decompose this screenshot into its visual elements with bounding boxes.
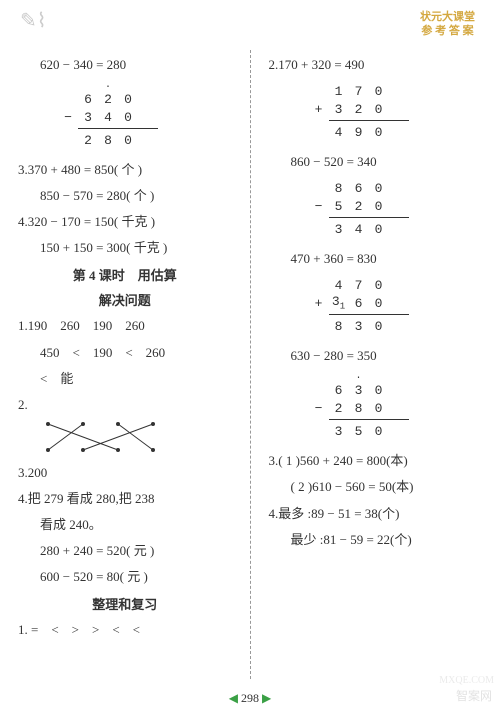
right-calc-1: 170 +320 490 xyxy=(309,82,483,141)
page-number: 298 xyxy=(241,691,259,705)
left-q4b: 150 + 150 = 300( 千克 ) xyxy=(18,237,232,259)
header-title-line2: 参 考 答 案 xyxy=(420,24,475,38)
left-prob3: 3.200 xyxy=(18,462,232,484)
left-prob4b: 看成 240。 xyxy=(18,514,232,536)
left-prob4c: 280 + 240 = 520( 元 ) xyxy=(18,540,232,562)
left-prob2-label: 2. xyxy=(18,394,232,416)
left-calc-1: . 620 −340 280 xyxy=(58,82,232,149)
right-expr-2: 860 − 520 = 340 xyxy=(269,151,483,173)
left-q3b: 850 − 570 = 280( 个 ) xyxy=(18,185,232,207)
right-calc-2: 860 −520 340 xyxy=(309,179,483,238)
left-q4a: 4.320 − 170 = 150( 千克 ) xyxy=(18,211,232,233)
left-prob4d: 600 − 520 = 80( 元 ) xyxy=(18,566,232,588)
section-review: 整理和复习 xyxy=(18,594,232,613)
left-prob4a: 4.把 279 看成 280,把 238 xyxy=(18,488,232,510)
right-calc-4: . 630 −280 350 xyxy=(309,373,483,440)
right-q4a: 4.最多 :89 − 51 = 38(个) xyxy=(269,503,483,525)
header-title: 状元大课堂 参 考 答 案 xyxy=(420,10,475,39)
header-decoration: ✎⌇ xyxy=(20,8,47,33)
section-lesson4-line2: 解决问题 xyxy=(18,290,232,309)
right-expr-3: 470 + 360 = 830 xyxy=(269,248,483,270)
section-lesson4-line1: 第 4 课时 用估算 xyxy=(18,265,232,284)
right-calc-3: 470 +3160 830 xyxy=(309,276,483,335)
left-q3a: 3.370 + 480 = 850( 个 ) xyxy=(18,159,232,181)
left-prob1b: 450 < 190 < 260 xyxy=(18,342,232,364)
right-column: 2.170 + 320 = 490 170 +320 490 860 − 520… xyxy=(251,50,500,679)
right-q3b: ( 2 )610 − 560 = 50(本) xyxy=(269,476,483,498)
content-columns: 620 − 340 = 280 . 620 −340 280 3.370 + 4… xyxy=(0,50,500,679)
header-title-line1: 状元大课堂 xyxy=(420,10,475,24)
right-q4b: 最少 :81 − 59 = 22(个) xyxy=(269,529,483,551)
left-review1: 1. = < > > < < xyxy=(18,619,232,641)
left-expr-1: 620 − 340 = 280 xyxy=(18,54,232,76)
left-prob1c: < 能 xyxy=(18,368,232,390)
watermark-text: 智案网 xyxy=(456,687,492,704)
matching-diagram xyxy=(38,420,168,454)
left-prob1a: 1.190 260 190 260 xyxy=(18,315,232,337)
right-q3a: 3.( 1 )560 + 240 = 800(本) xyxy=(269,450,483,472)
right-expr-4: 630 − 280 = 350 xyxy=(269,345,483,367)
watermark-url: MXQE.COM xyxy=(439,675,494,686)
left-column: 620 − 340 = 280 . 620 −340 280 3.370 + 4… xyxy=(0,50,250,679)
page-footer: ◀ 298 ▶ xyxy=(0,691,500,706)
right-expr-1: 2.170 + 320 = 490 xyxy=(269,54,483,76)
